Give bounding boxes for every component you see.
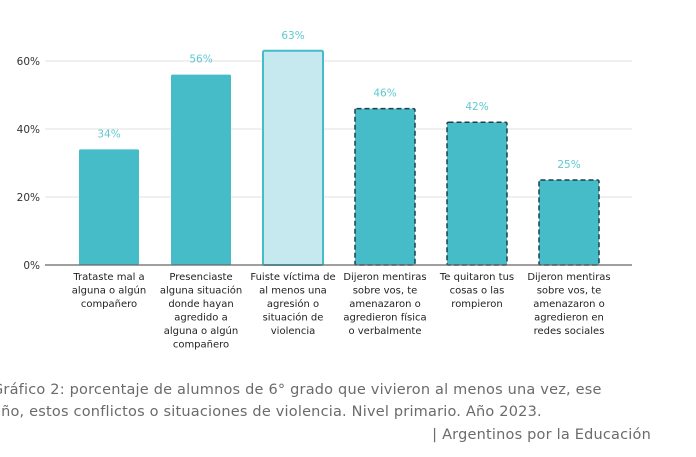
x-tick-label: Trataste mal a alguna o algún compañero — [72, 272, 146, 310]
bar — [538, 179, 600, 266]
bar — [79, 149, 139, 265]
x-tick-label: Dijeron mentiras sobre vos, te amenazaron … — [343, 272, 426, 337]
caption-source: | Argentinos por la Educación — [432, 427, 651, 443]
y-tick-label: 0% — [23, 260, 40, 272]
caption-line-1: Gráfico 2: porcentaje de alumnos de 6° g… — [0, 382, 602, 398]
x-tick-label: Dijeron mentiras sobre vos, te amenazaron … — [527, 272, 610, 337]
y-tick-label: 60% — [17, 56, 40, 68]
bar-chart: 0% 20% 40% 60% 34% Trataste mal a alguna o alg… — [17, 30, 632, 351]
y-tick-label: 40% — [17, 124, 40, 136]
x-tick-label: Presenciaste alguna situación donde hayan a… — [160, 272, 242, 351]
data-label: 46% — [373, 88, 396, 100]
bar — [446, 121, 508, 266]
data-label: 56% — [189, 54, 212, 66]
y-tick-label: 20% — [17, 192, 40, 204]
data-label: 34% — [97, 128, 120, 140]
bar — [354, 107, 416, 266]
data-label: 25% — [557, 159, 580, 171]
caption-line-2: año, estos conflictos o situaciones de v… — [0, 404, 542, 420]
data-label: 63% — [281, 30, 304, 42]
data-label: 42% — [465, 101, 488, 113]
bar — [171, 74, 231, 265]
x-tick-label: Te quitaron tus cosas o las rompieron — [439, 272, 514, 310]
bar — [262, 49, 324, 266]
